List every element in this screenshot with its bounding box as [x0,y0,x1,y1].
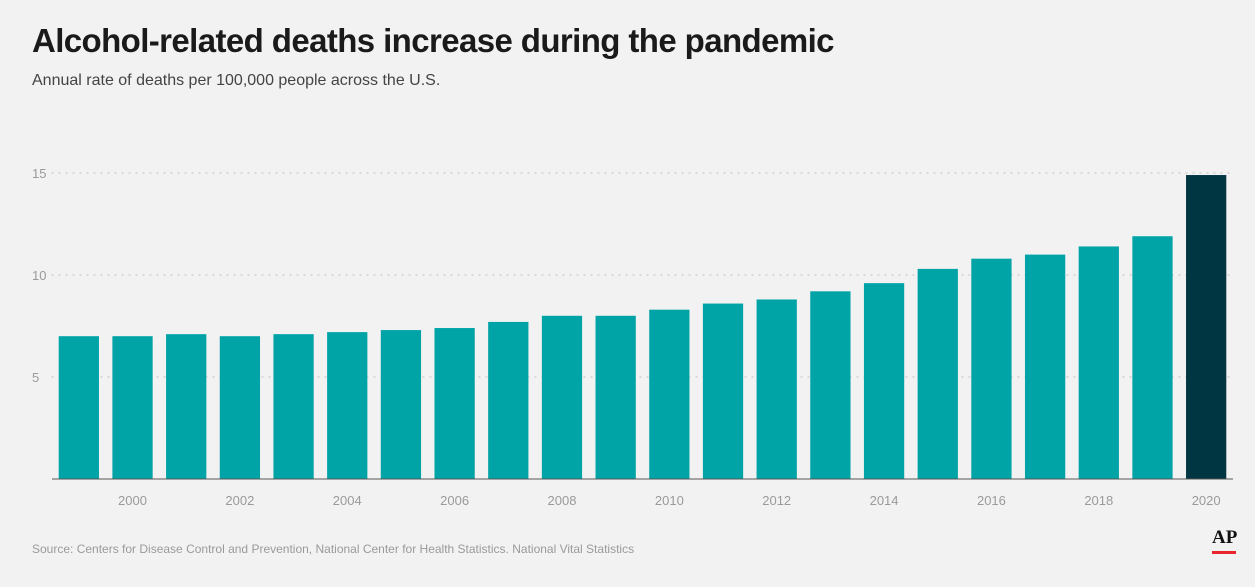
bar-2010 [649,309,690,479]
x-tick-label: 2012 [762,493,791,508]
x-tick-label: 2020 [1192,493,1221,508]
x-tick-label: 2018 [1084,493,1113,508]
y-tick-label: 15 [32,166,46,181]
bar-2013 [810,291,851,479]
bar-2014 [863,283,905,479]
x-tick-label: 2000 [118,493,147,508]
bar-2000 [112,336,153,479]
bar-2019 [1132,236,1173,479]
x-tick-label: 2004 [333,493,362,508]
bar-2012 [756,299,797,479]
bar-2001 [166,334,207,479]
y-tick-label: 5 [32,370,39,385]
bar-2015 [917,268,958,479]
bar-1999 [58,336,99,479]
x-tick-label: 2016 [977,493,1006,508]
source-note: Source: Centers for Disease Control and … [32,542,635,556]
bar-2016 [971,258,1012,479]
bar-2009 [595,315,636,479]
bar-2007 [488,321,529,479]
x-tick-label: 2008 [548,493,577,508]
ap-logo-accent [1212,551,1236,554]
bar-2018 [1078,246,1119,479]
bar-2008 [541,315,583,479]
bar-2011 [702,303,744,479]
chart-title: Alcohol-related deaths increase during t… [32,22,835,59]
bar-2003 [273,334,314,479]
bar-chart: 5 10 15 2000 2002 2004 2006 2008 2010 2012 2014 201… [32,166,1234,508]
x-tick-label: 2002 [225,493,254,508]
bar-2020 [1186,175,1227,480]
chart-subtitle: Annual rate of deaths per 100,000 people… [32,72,441,89]
y-tick-label: 10 [32,268,46,283]
bar-2005 [380,330,422,479]
bar-2002 [219,336,261,479]
bar-2004 [327,332,368,479]
x-tick-label: 2014 [870,493,899,508]
bar-2006 [434,328,475,479]
bar-2017 [1024,254,1066,479]
x-tick-label: 2006 [440,493,469,508]
x-tick-label: 2010 [655,493,684,508]
ap-logo: AP [1212,527,1238,548]
